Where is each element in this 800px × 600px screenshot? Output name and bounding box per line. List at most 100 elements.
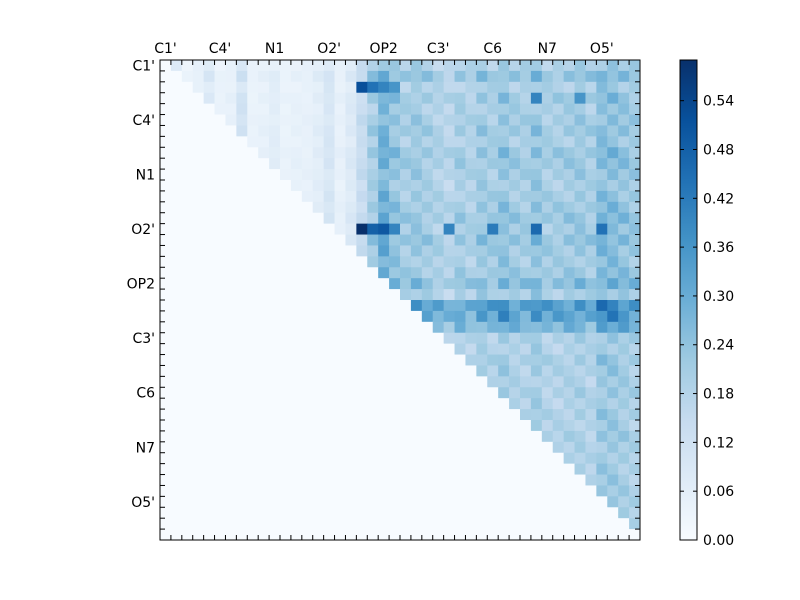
heatmap-cell: [389, 321, 401, 334]
heatmap-cell: [214, 158, 226, 170]
heatmap-cell: [225, 321, 237, 334]
heatmap-cell: [214, 234, 226, 246]
heatmap-cell: [454, 223, 466, 235]
heatmap-cell: [454, 256, 466, 268]
heatmap-cell: [421, 463, 434, 475]
heatmap-cell: [509, 332, 521, 345]
heatmap-cell: [345, 474, 357, 486]
heatmap-cell: [476, 300, 488, 312]
heatmap-cell: [410, 180, 423, 192]
heatmap-cell: [432, 376, 445, 388]
heatmap-cell: [520, 518, 532, 530]
heatmap-cell: [498, 343, 510, 355]
x-tick-label: C6: [483, 41, 502, 57]
heatmap-cell: [421, 321, 434, 334]
heatmap-cell: [214, 147, 226, 159]
heatmap-cell: [410, 92, 423, 105]
heatmap-cell: [530, 398, 543, 410]
heatmap-cell: [192, 245, 205, 257]
heatmap-cell: [225, 300, 237, 312]
heatmap-cell: [498, 92, 510, 105]
heatmap-cell: [574, 300, 586, 312]
heatmap-cell: [247, 507, 259, 519]
heatmap-cell: [170, 441, 183, 454]
heatmap-cell: [214, 496, 226, 508]
heatmap-cell: [487, 420, 499, 432]
heatmap-cell: [618, 125, 630, 137]
heatmap-cell: [618, 496, 630, 508]
heatmap-cell: [290, 81, 303, 94]
heatmap-cell: [345, 212, 357, 225]
heatmap-cell: [280, 103, 292, 115]
heatmap-cell: [247, 169, 259, 181]
heatmap-cell: [269, 310, 281, 323]
heatmap-cell: [269, 70, 281, 83]
heatmap-cell: [312, 256, 325, 268]
heatmap-cell: [541, 332, 554, 345]
heatmap-cell: [585, 332, 597, 345]
heatmap-cell: [563, 147, 575, 159]
heatmap-cell: [225, 518, 237, 530]
heatmap-cell: [585, 180, 597, 192]
heatmap-cell: [367, 354, 379, 366]
heatmap-cell: [203, 452, 215, 465]
heatmap-cell: [280, 267, 292, 279]
heatmap-cell: [476, 529, 488, 541]
heatmap-cell: [203, 147, 215, 159]
x-tick-label: N1: [265, 41, 284, 57]
heatmap-cell: [498, 409, 510, 421]
heatmap-cell: [498, 332, 510, 345]
heatmap-cell: [476, 321, 488, 334]
heatmap-cell: [585, 354, 597, 366]
heatmap-cell: [454, 234, 466, 246]
heatmap-cell: [585, 92, 597, 105]
heatmap-cell: [323, 430, 335, 443]
heatmap-cell: [389, 103, 401, 115]
heatmap-cell: [563, 103, 575, 115]
heatmap-cell: [236, 529, 248, 541]
heatmap-cell: [323, 234, 335, 246]
heatmap-cell: [520, 223, 532, 235]
heatmap-cell: [520, 125, 532, 137]
heatmap-cell: [334, 180, 346, 192]
heatmap-cell: [563, 420, 575, 432]
heatmap-cell: [323, 136, 335, 148]
heatmap-cell: [389, 201, 401, 214]
heatmap-cell: [225, 463, 237, 475]
heatmap-cell: [367, 387, 379, 399]
heatmap-cell: [236, 147, 248, 159]
heatmap-cell: [454, 376, 466, 388]
heatmap-cell: [443, 223, 455, 235]
colorbar-tick-label: 0.30: [703, 289, 734, 305]
heatmap-cell: [432, 343, 445, 355]
heatmap-cell: [170, 201, 183, 214]
heatmap-cell: [465, 441, 477, 454]
heatmap-cell: [541, 169, 554, 181]
heatmap-cell: [334, 70, 346, 83]
heatmap-cell: [520, 376, 532, 388]
heatmap-cell: [269, 420, 281, 432]
heatmap-cell: [334, 103, 346, 115]
heatmap-cell: [301, 354, 314, 366]
heatmap-cell: [541, 430, 554, 443]
heatmap-cell: [290, 60, 303, 72]
heatmap-cell: [476, 60, 488, 72]
heatmap-cell: [334, 125, 346, 137]
heatmap-cell: [258, 332, 270, 345]
heatmap-cell: [160, 518, 172, 530]
heatmap-cell: [432, 496, 445, 508]
heatmap-cell: [181, 332, 194, 345]
heatmap-cell: [301, 267, 314, 279]
heatmap-cell: [258, 474, 270, 486]
heatmap-cell: [530, 92, 543, 105]
heatmap-cell: [607, 452, 619, 465]
heatmap-cell: [585, 474, 597, 486]
heatmap-cell: [509, 387, 521, 399]
heatmap-cell: [389, 365, 401, 377]
heatmap-cell: [585, 365, 597, 377]
heatmap-cell: [258, 212, 270, 225]
heatmap-cell: [421, 452, 434, 465]
heatmap-cell: [585, 463, 597, 475]
heatmap-cell: [258, 114, 270, 126]
